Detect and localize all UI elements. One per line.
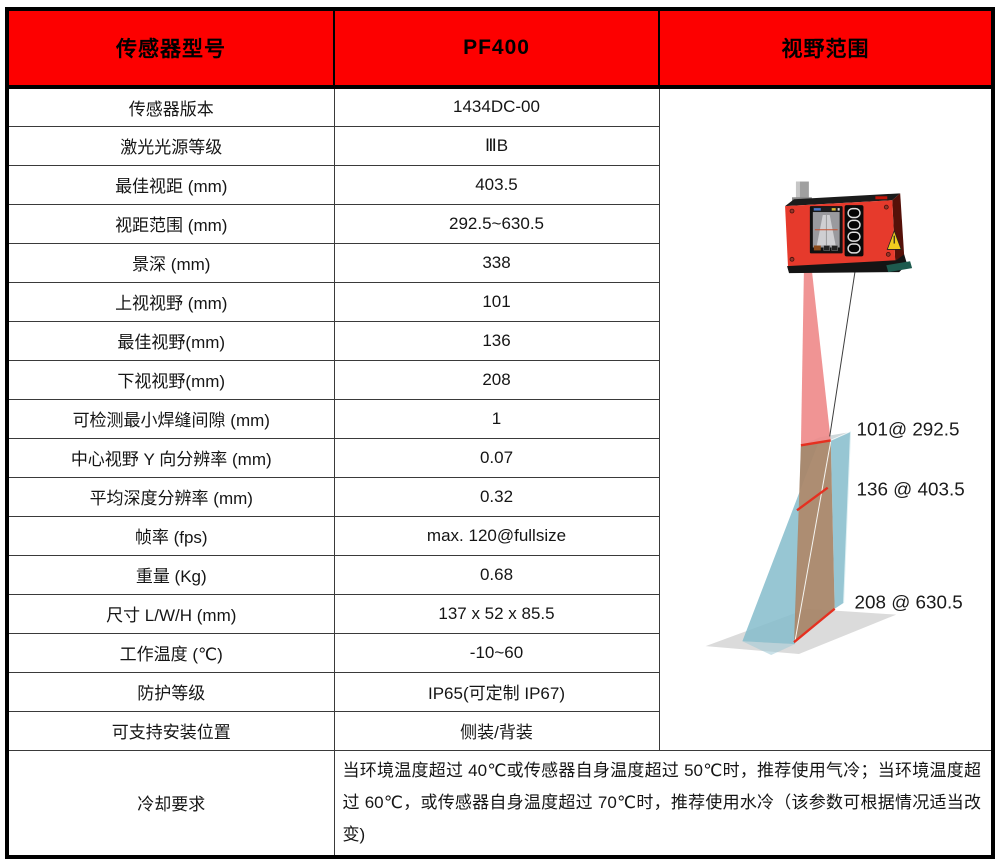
table-row: 视距范围 (mm) 292.5~630.5: [6, 203, 993, 244]
header-fov-range: 视野范围: [658, 8, 994, 89]
spec-label: 帧率 (fps): [6, 515, 335, 556]
screw-icon: [883, 204, 889, 210]
frustum-right-edge: [842, 431, 851, 603]
fov-annotation-292: 101@ 292.5: [856, 419, 959, 440]
frustum-bottom-face: [741, 641, 795, 656]
table-row: 最佳视距 (mm) 403.5: [6, 164, 993, 205]
spec-label: 尺寸 L/W/H (mm): [6, 593, 335, 634]
spec-value: 338: [333, 242, 660, 283]
connector-highlight: [795, 181, 800, 200]
sensor-spec-table: 传感器型号 PF400 视野范围 传感器版本 1434DC-00: [5, 7, 995, 859]
statusbar-yellow-text: [831, 208, 836, 211]
device-button: [846, 207, 861, 219]
spec-label: 可检测最小焊缝间隙 (mm): [6, 398, 335, 439]
cross-line-292: [800, 439, 831, 447]
table-row: 防护等级 IP65(可定制 IP67): [6, 671, 993, 712]
spec-label: 视距范围 (mm): [6, 203, 335, 244]
device-top-face: [784, 193, 900, 207]
spec-value: 侧装/背装: [333, 710, 660, 751]
screw-icon: [789, 208, 794, 214]
spec-label: 防护等级: [6, 671, 335, 712]
screen-statusbar: [812, 207, 840, 212]
fov-diagram: 101@ 292.5 136 @ 403.5 208 @ 630.5: [705, 181, 964, 656]
spec-label: 最佳视野(mm): [6, 320, 335, 361]
spec-value: 1: [333, 398, 660, 439]
screen-soft-key: [830, 245, 838, 251]
spec-label: 传感器版本: [6, 86, 335, 127]
spec-label: 上视视野 (mm): [6, 281, 335, 322]
frustum-right-face: [830, 431, 851, 609]
screw-icon: [885, 252, 891, 257]
spec-label: 最佳视距 (mm): [6, 164, 335, 205]
sensor-device: [784, 181, 912, 274]
cooling-requirements-text: 当环境温度超过 40℃或传感器自身温度超过 50℃时，推荐使用气冷；当环境温度超…: [333, 749, 994, 857]
device-button: [846, 243, 861, 254]
table-row: 景深 (mm) 338: [6, 242, 993, 283]
table-row: 传感器版本 1434DC-00: [6, 86, 994, 751]
spec-label: 工作温度 (℃): [6, 632, 335, 673]
spec-value: 1434DC-00: [333, 86, 660, 127]
table-row: 帧率 (fps) max. 120@fullsize: [6, 515, 993, 556]
laser-cone: [800, 270, 831, 446]
statusbar-dot: [837, 208, 840, 211]
device-button: [846, 219, 861, 231]
spec-label: 中心视野 Y 向分辨率 (mm): [6, 437, 335, 478]
spec-value: 136: [333, 320, 660, 361]
table-row: 激光光源等级 ⅢB: [6, 125, 993, 166]
device-button: [846, 231, 861, 242]
header-row: 传感器型号 PF400 视野范围: [6, 8, 994, 89]
spec-value: 0.07: [333, 437, 660, 478]
spec-value: max. 120@fullsize: [333, 515, 660, 556]
spec-value: 137 x 52 x 85.5: [333, 593, 660, 634]
spec-value: IP65(可定制 IP67): [333, 671, 660, 712]
table-row: 最佳视野(mm) 136: [6, 320, 993, 361]
spec-label: 激光光源等级: [6, 125, 335, 166]
table-row: 中心视野 Y 向分辨率 (mm) 0.07: [6, 437, 993, 478]
screen-soft-key: [823, 245, 830, 251]
cooling-label: 冷却要求: [6, 749, 335, 857]
spec-value: -10~60: [333, 632, 660, 673]
cooling-row: 冷却要求 当环境温度超过 40℃或传感器自身温度超过 50℃时，推荐使用气冷；当…: [6, 749, 994, 857]
spec-value: 403.5: [333, 164, 660, 205]
spec-label: 景深 (mm): [6, 242, 335, 283]
fov-annotation-630: 208 @ 630.5: [854, 592, 962, 613]
statusbar-blue-text: [813, 208, 821, 211]
spec-label: 下视视野(mm): [6, 359, 335, 400]
pointer-line: [828, 268, 856, 437]
header-model-value: PF400: [333, 8, 660, 89]
table-row: 下视视野(mm) 208: [6, 359, 993, 400]
device-mount-plate: [885, 261, 912, 273]
header-sensor-model: 传感器型号: [6, 8, 335, 89]
spec-value: ⅢB: [333, 125, 660, 166]
spec-value: 292.5~630.5: [333, 203, 660, 244]
button-panel: [844, 205, 863, 257]
spec-value: 0.32: [333, 476, 660, 517]
cross-line-403: [795, 486, 828, 512]
frustum-left-face: [741, 436, 821, 645]
table-row: 平均深度分辨率 (mm) 0.32: [6, 476, 993, 517]
table-row: 可检测最小焊缝间隙 (mm) 1: [6, 398, 993, 439]
fov-diagram-cell: 101@ 292.5 136 @ 403.5 208 @ 630.5: [658, 86, 994, 751]
cross-line-630: [792, 607, 835, 644]
screw-icon: [789, 256, 794, 262]
device-logo: [874, 196, 887, 200]
table-row: 可支持安装位置 侧装/背装: [6, 710, 993, 751]
spec-label: 平均深度分辨率 (mm): [6, 476, 335, 517]
frustum-edge-line: [793, 441, 831, 642]
screen-soft-key: [813, 245, 821, 251]
fov-annotation-403: 136 @ 403.5: [856, 479, 964, 500]
spec-label: 重量 (Kg): [6, 554, 335, 595]
device-bottom-band: [786, 254, 907, 274]
table-row: 尺寸 L/W/H (mm) 137 x 52 x 85.5: [6, 593, 993, 634]
spec-value: 0.68: [333, 554, 660, 595]
spec-value: 101: [333, 281, 660, 322]
table-row: 重量 (Kg) 0.68: [6, 554, 993, 595]
spec-label: 可支持安装位置: [6, 710, 335, 751]
spec-value: 208: [333, 359, 660, 400]
